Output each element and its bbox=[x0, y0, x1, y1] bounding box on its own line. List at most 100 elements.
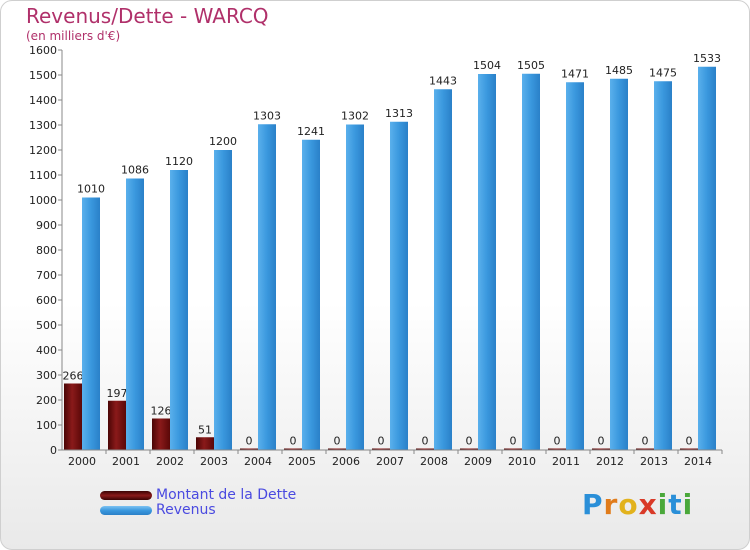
y-tick-label: 200 bbox=[36, 394, 57, 407]
data-label-dette-2008: 0 bbox=[422, 435, 429, 448]
y-tick-label: 400 bbox=[36, 344, 57, 357]
y-tick-label: 300 bbox=[36, 369, 57, 382]
bar-revenus-2005 bbox=[302, 139, 320, 450]
x-axis: 2000 2001 2002 2003 2004 2005 2006 2007 2008 2009… bbox=[62, 449, 723, 468]
bar-revenus-2007 bbox=[390, 121, 408, 450]
legend-swatch-revenus bbox=[100, 505, 152, 515]
bar-dette-2008 bbox=[416, 448, 434, 450]
chart-subtitle: (en milliers d'€) bbox=[26, 29, 121, 43]
data-label-revenus-2013: 1475 bbox=[649, 66, 677, 79]
bar-dette-2012 bbox=[592, 448, 610, 450]
bar-revenus-2009 bbox=[478, 74, 496, 450]
data-label-dette-2010: 0 bbox=[510, 435, 517, 448]
y-tick-label: 1100 bbox=[29, 169, 57, 182]
bar-dette-2009 bbox=[460, 448, 478, 450]
bar-revenus-2013 bbox=[654, 81, 672, 450]
data-label-revenus-2008: 1443 bbox=[429, 74, 457, 87]
bar-dette-2014 bbox=[680, 448, 698, 450]
y-tick-label: 100 bbox=[36, 419, 57, 432]
data-label-revenus-2012: 1485 bbox=[605, 64, 633, 77]
bar-dette-2006 bbox=[328, 448, 346, 450]
y-tick-label: 800 bbox=[36, 244, 57, 257]
bar-revenus-2004 bbox=[258, 124, 276, 450]
x-tick-label-2010: 2010 bbox=[508, 455, 536, 468]
x-tick-label-2001: 2001 bbox=[112, 455, 140, 468]
data-label-dette-2011: 0 bbox=[554, 435, 561, 448]
legend-label-dette: Montant de la Dette bbox=[156, 487, 297, 503]
bar-revenus-2011 bbox=[566, 82, 584, 450]
y-axis: 0 100 200 300 400 500 600 700 800 900 1000 1100 1200… bbox=[29, 44, 63, 457]
bar-revenus-2006 bbox=[346, 124, 364, 450]
data-label-revenus-2009: 1504 bbox=[473, 59, 501, 72]
bar-dette-2000 bbox=[64, 383, 82, 450]
y-tick-label: 1400 bbox=[29, 94, 57, 107]
data-label-revenus-2004: 1303 bbox=[253, 109, 281, 122]
y-tick-label: 0 bbox=[50, 444, 57, 457]
logo-letter: x bbox=[638, 488, 658, 521]
x-tick-label-2003: 2003 bbox=[200, 455, 228, 468]
x-tick-label-2014: 2014 bbox=[684, 455, 712, 468]
logo-letter: t bbox=[668, 488, 683, 521]
data-label-revenus-2006: 1302 bbox=[341, 110, 369, 123]
bar-dette-2001 bbox=[108, 400, 126, 450]
data-label-revenus-2011: 1471 bbox=[561, 67, 589, 80]
data-label-dette-2012: 0 bbox=[598, 435, 605, 448]
bar-revenus-2003 bbox=[214, 150, 232, 450]
y-tick-label: 600 bbox=[36, 294, 57, 307]
data-label-dette-2006: 0 bbox=[334, 435, 341, 448]
bar-dette-2010 bbox=[504, 448, 522, 450]
legend-item-dette: Montant de la Dette bbox=[100, 487, 296, 503]
data-label-revenus-2001: 1086 bbox=[121, 164, 149, 177]
data-label-revenus-2010: 1505 bbox=[517, 59, 545, 72]
bar-revenus-2008 bbox=[434, 89, 452, 450]
legend-item-revenus: Revenus bbox=[100, 502, 216, 518]
y-tick-label: 1600 bbox=[29, 44, 57, 57]
x-tick-label-2011: 2011 bbox=[552, 455, 580, 468]
data-label-dette-2009: 0 bbox=[466, 435, 473, 448]
y-tick-label: 1000 bbox=[29, 194, 57, 207]
logo-letter: i bbox=[657, 488, 669, 521]
x-tick-label-2006: 2006 bbox=[332, 455, 360, 468]
logo-letter: P bbox=[582, 488, 604, 521]
x-tick-label-2004: 2004 bbox=[244, 455, 272, 468]
data-label-dette-2013: 0 bbox=[642, 435, 649, 448]
legend-swatch-dette bbox=[100, 490, 152, 500]
data-label-dette-2007: 0 bbox=[378, 435, 385, 448]
bar-dette-2002 bbox=[152, 418, 170, 450]
x-tick-label-2005: 2005 bbox=[288, 455, 316, 468]
bar-dette-2003 bbox=[196, 437, 214, 450]
x-tick-label-2007: 2007 bbox=[376, 455, 404, 468]
y-tick-label: 1300 bbox=[29, 119, 57, 132]
bar-revenus-2014 bbox=[698, 66, 716, 450]
y-tick-label: 1500 bbox=[29, 69, 57, 82]
data-label-dette-2005: 0 bbox=[290, 435, 297, 448]
x-tick-label-2008: 2008 bbox=[420, 455, 448, 468]
bar-revenus-2012 bbox=[610, 78, 628, 450]
x-tick-label-2009: 2009 bbox=[464, 455, 492, 468]
data-label-dette-2000: 266 bbox=[63, 370, 84, 383]
logo-letter: o bbox=[618, 488, 639, 521]
x-tick-label-2012: 2012 bbox=[596, 455, 624, 468]
bars-group: 266 1010 197 1086 126 1120 51 1200 0 1303 0 1241 0 13… bbox=[63, 52, 721, 450]
bar-dette-2004 bbox=[240, 448, 258, 450]
data-label-dette-2004: 0 bbox=[246, 435, 253, 448]
data-label-dette-2002: 126 bbox=[151, 405, 172, 418]
x-tick-label-2000: 2000 bbox=[68, 455, 96, 468]
legend-label-revenus: Revenus bbox=[156, 502, 216, 518]
y-tick-label: 700 bbox=[36, 269, 57, 282]
bar-dette-2011 bbox=[548, 448, 566, 450]
data-label-revenus-2007: 1313 bbox=[385, 107, 413, 120]
data-label-dette-2014: 0 bbox=[686, 435, 693, 448]
bar-revenus-2000 bbox=[82, 197, 100, 450]
data-label-revenus-2014: 1533 bbox=[693, 52, 721, 65]
x-tick-label-2002: 2002 bbox=[156, 455, 184, 468]
bar-dette-2007 bbox=[372, 448, 390, 450]
logo-letter: i bbox=[682, 488, 694, 521]
bar-dette-2005 bbox=[284, 448, 302, 450]
y-tick-label: 900 bbox=[36, 219, 57, 232]
data-label-dette-2003: 51 bbox=[198, 423, 212, 436]
x-tick-label-2013: 2013 bbox=[640, 455, 668, 468]
data-label-dette-2001: 197 bbox=[107, 387, 128, 400]
logo-letter: r bbox=[603, 488, 619, 521]
